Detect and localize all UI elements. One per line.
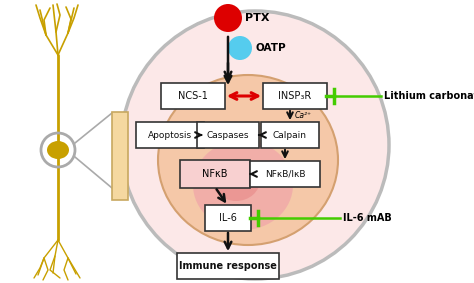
Text: Lithium carbonate: Lithium carbonate (384, 91, 474, 101)
Text: Caspases: Caspases (207, 130, 249, 140)
Circle shape (228, 36, 252, 60)
Text: IL-6: IL-6 (219, 213, 237, 223)
FancyBboxPatch shape (180, 160, 250, 188)
Text: INSP₃R: INSP₃R (278, 91, 311, 101)
Ellipse shape (158, 75, 338, 245)
Text: PTX: PTX (245, 13, 270, 23)
Text: NCS-1: NCS-1 (178, 91, 208, 101)
Text: IL-6 mAB: IL-6 mAB (343, 213, 392, 223)
Text: Ca²⁺: Ca²⁺ (295, 110, 312, 119)
Circle shape (214, 4, 242, 32)
Text: Apoptosis: Apoptosis (148, 130, 192, 140)
FancyBboxPatch shape (177, 253, 279, 279)
FancyBboxPatch shape (112, 112, 128, 200)
FancyBboxPatch shape (263, 83, 327, 109)
Text: Calpain: Calpain (273, 130, 307, 140)
Ellipse shape (193, 140, 293, 230)
Text: NFκB/IκB: NFκB/IκB (265, 170, 305, 179)
Text: NFκB: NFκB (202, 169, 228, 179)
FancyBboxPatch shape (161, 83, 225, 109)
FancyBboxPatch shape (261, 122, 319, 148)
Ellipse shape (47, 141, 69, 159)
Ellipse shape (121, 11, 389, 279)
Text: OATP: OATP (256, 43, 287, 53)
FancyBboxPatch shape (197, 122, 259, 148)
FancyBboxPatch shape (250, 161, 320, 187)
Text: Immune response: Immune response (179, 261, 277, 271)
FancyBboxPatch shape (205, 205, 251, 231)
FancyBboxPatch shape (136, 122, 204, 148)
Ellipse shape (212, 159, 260, 201)
